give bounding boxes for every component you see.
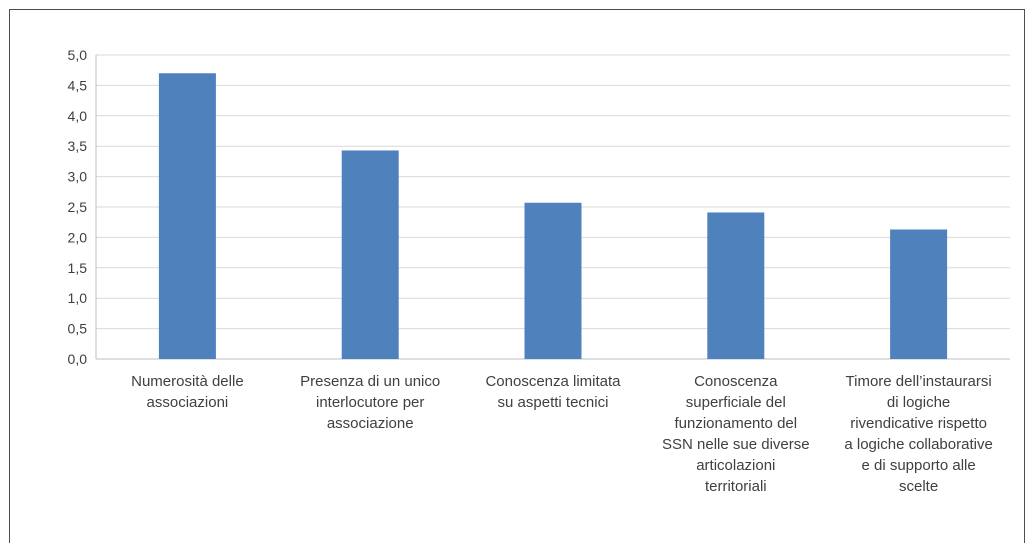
bar [707, 212, 765, 359]
bar [341, 150, 399, 359]
y-tick-label: 3,5 [68, 138, 88, 154]
y-tick-label: 2,5 [68, 199, 88, 215]
x-category-label: Numerosità delle associazioni [131, 373, 244, 411]
bar-chart: 0,0 0,5 1,0 1,5 2,0 2,5 3,0 3,5 4,0 4,5 5,0 [68, 47, 1010, 367]
y-tick-label: 3,0 [68, 169, 88, 185]
chart-frame: 0,0 0,5 1,0 1,5 2,0 2,5 3,0 3,5 4,0 4,5 5,0 Numero… [9, 9, 1025, 543]
y-tick-label: 1,5 [68, 260, 88, 276]
x-category-label: Presenza di un unico interlocutore per a… [300, 373, 441, 432]
bar [890, 229, 948, 359]
x-category-label: Timore dell’instaurarsi di logiche riven… [844, 373, 993, 495]
y-tick-label: 5,0 [68, 47, 88, 63]
x-category-label: Conoscenza superficiale del funzionament… [662, 373, 810, 495]
y-tick-label: 1,0 [68, 290, 88, 306]
y-tick-label: 0,5 [68, 321, 88, 337]
y-tick-label: 2,0 [68, 229, 88, 245]
y-tick-label: 0,0 [68, 351, 88, 367]
x-category-label: Conoscenza limitata su aspetti tecnici [485, 373, 621, 411]
y-tick-label: 4,0 [68, 108, 88, 124]
y-tick-label: 4,5 [68, 77, 88, 93]
bar [158, 73, 216, 360]
bar [524, 202, 582, 359]
